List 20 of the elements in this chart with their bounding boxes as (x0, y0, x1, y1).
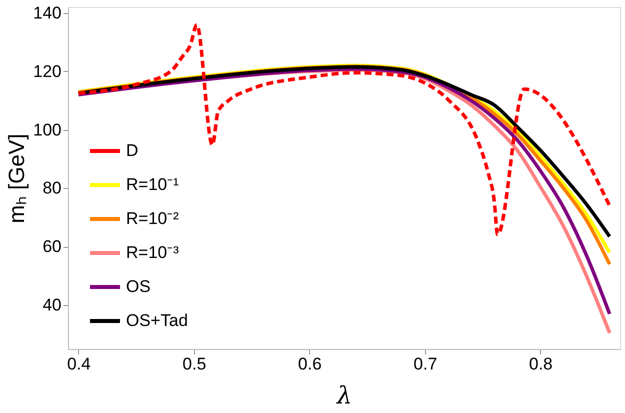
y-axis-title: mₕ [GeV] (4, 134, 30, 224)
y-tick-label: 120 (33, 62, 62, 81)
legend-label: OS (126, 277, 151, 296)
y-tick-label: 140 (33, 3, 62, 22)
x-tick-label: 0.4 (67, 354, 91, 374)
x-tick-label: 0.6 (298, 354, 322, 374)
legend-label: R=10⁻³ (126, 243, 180, 262)
x-tick-label: 0.7 (414, 354, 438, 374)
x-tick-label: 0.5 (182, 354, 206, 374)
x-tick-label: 0.8 (529, 354, 553, 374)
y-tick-label: 80 (42, 178, 62, 198)
line-series (76, 23, 612, 236)
legend-label: R=10⁻² (126, 209, 180, 228)
y-tick-label: 40 (42, 296, 62, 315)
x-axis-title: λ (336, 382, 352, 410)
y-tick-label: 60 (42, 237, 62, 256)
legend-label: R=10⁻¹ (126, 175, 180, 194)
y-tick-label: 100 (33, 120, 62, 140)
legend-label: OS+Tad (126, 311, 188, 330)
legend-label: D (126, 141, 138, 160)
